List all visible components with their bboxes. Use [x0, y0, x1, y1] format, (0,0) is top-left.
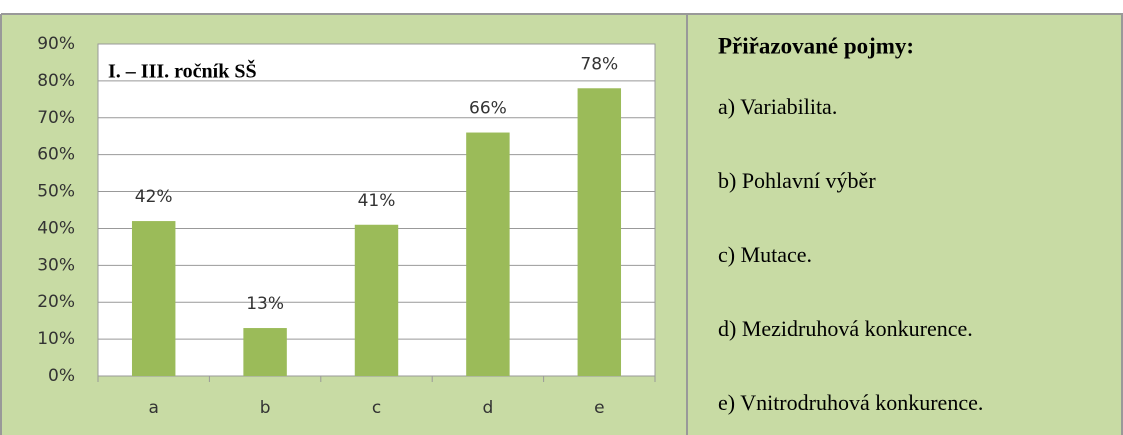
- value-label: 42%: [135, 187, 173, 207]
- y-tick-label: 80%: [37, 71, 75, 91]
- chart-title: I. – III. ročník SŠ: [108, 59, 257, 83]
- bar: [466, 132, 510, 376]
- panel-item: e) Vnitrodruhová konkurence.: [718, 390, 983, 415]
- y-tick-label: 30%: [37, 255, 75, 275]
- y-tick-label: 0%: [48, 366, 75, 386]
- panel-item: c) Mutace.: [718, 242, 812, 267]
- bar: [577, 88, 622, 377]
- x-tick-label: c: [372, 398, 381, 418]
- y-tick-label: 50%: [37, 182, 75, 202]
- panel-item: a) Variabilita.: [718, 94, 837, 119]
- y-tick-label: 60%: [37, 145, 75, 165]
- y-tick-label: 20%: [37, 292, 75, 312]
- value-label: 66%: [469, 99, 507, 119]
- x-tick-label: b: [260, 398, 271, 418]
- y-tick-label: 70%: [37, 108, 75, 128]
- bar: [131, 221, 176, 376]
- y-tick-label: 40%: [37, 218, 75, 238]
- value-label: 78%: [580, 54, 618, 74]
- value-label: 13%: [246, 294, 284, 314]
- panel-item: b) Pohlavní výběr: [718, 168, 876, 193]
- bar: [243, 328, 287, 376]
- y-tick-label: 10%: [37, 329, 75, 349]
- x-tick-label: e: [594, 398, 604, 418]
- y-tick-label: 90%: [37, 34, 75, 54]
- bar: [354, 224, 399, 376]
- x-tick-label: d: [483, 398, 494, 418]
- x-tick-label: a: [148, 398, 158, 418]
- panel-item: d) Mezidruhová konkurence.: [718, 316, 973, 341]
- panel-title: Přiřazované pojmy:: [718, 33, 914, 58]
- value-label: 41%: [358, 191, 396, 211]
